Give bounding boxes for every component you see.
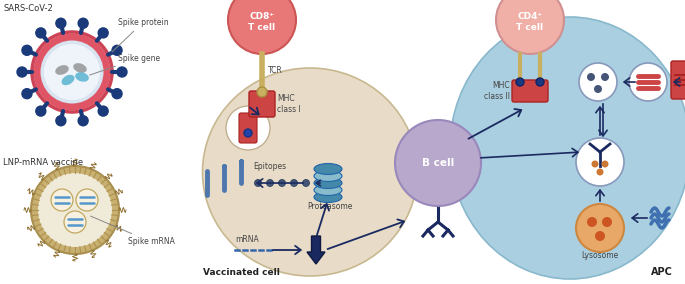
Circle shape (117, 67, 127, 77)
Circle shape (303, 179, 310, 187)
Circle shape (36, 28, 46, 38)
Circle shape (98, 28, 108, 38)
Text: T cell: T cell (249, 22, 275, 32)
Text: Spike gene: Spike gene (90, 53, 160, 75)
FancyBboxPatch shape (512, 80, 548, 102)
FancyBboxPatch shape (239, 113, 257, 143)
Ellipse shape (314, 170, 342, 181)
Circle shape (536, 78, 544, 86)
Circle shape (595, 231, 605, 241)
FancyArrow shape (307, 236, 325, 264)
Ellipse shape (314, 185, 342, 195)
Circle shape (587, 73, 595, 81)
Ellipse shape (73, 63, 87, 73)
Ellipse shape (55, 65, 68, 75)
Circle shape (36, 106, 46, 116)
Ellipse shape (314, 191, 342, 202)
Text: SARS-CoV-2: SARS-CoV-2 (3, 4, 53, 13)
Ellipse shape (75, 72, 89, 82)
Circle shape (576, 138, 624, 186)
Circle shape (244, 129, 252, 137)
Text: CD4⁺: CD4⁺ (517, 11, 543, 20)
Circle shape (576, 204, 624, 252)
Circle shape (257, 87, 267, 97)
Text: MHC
class II: MHC class II (484, 81, 510, 101)
Circle shape (228, 0, 296, 54)
Ellipse shape (62, 75, 75, 85)
Text: Spike mRNA: Spike mRNA (90, 216, 175, 247)
Text: TCR: TCR (268, 66, 283, 74)
Text: MHC
class I: MHC class I (277, 94, 301, 114)
Circle shape (601, 73, 609, 81)
FancyBboxPatch shape (249, 91, 275, 117)
Text: Proteasome: Proteasome (308, 202, 353, 211)
FancyBboxPatch shape (671, 61, 685, 99)
Circle shape (56, 116, 66, 126)
Circle shape (601, 160, 608, 168)
Circle shape (112, 89, 122, 99)
Circle shape (255, 179, 262, 187)
Circle shape (22, 89, 32, 99)
Circle shape (44, 44, 100, 100)
Circle shape (597, 168, 603, 176)
Text: Spike protein: Spike protein (112, 18, 169, 52)
Circle shape (64, 211, 86, 233)
Circle shape (98, 106, 108, 116)
Text: T cell: T cell (516, 22, 544, 32)
Circle shape (226, 106, 270, 150)
Circle shape (17, 67, 27, 77)
Circle shape (112, 45, 122, 55)
Circle shape (78, 116, 88, 126)
Circle shape (629, 63, 667, 101)
Circle shape (38, 173, 112, 247)
Text: B cell: B cell (422, 158, 454, 168)
Circle shape (395, 120, 481, 206)
Text: Lysosome: Lysosome (582, 252, 619, 260)
Circle shape (579, 63, 617, 101)
Circle shape (51, 189, 73, 211)
Circle shape (594, 85, 602, 93)
Text: CD8⁺: CD8⁺ (249, 11, 275, 20)
Circle shape (290, 179, 297, 187)
Circle shape (602, 217, 612, 227)
Text: Vaccinated cell: Vaccinated cell (203, 268, 280, 277)
Text: LNP-mRNA vaccine: LNP-mRNA vaccine (3, 158, 83, 167)
Circle shape (266, 179, 273, 187)
Circle shape (32, 32, 112, 112)
Circle shape (279, 179, 286, 187)
Text: mRNA: mRNA (235, 235, 259, 244)
Ellipse shape (314, 164, 342, 174)
Circle shape (587, 217, 597, 227)
Text: Epitopes: Epitopes (253, 162, 286, 171)
Circle shape (78, 18, 88, 28)
Ellipse shape (314, 178, 342, 189)
Circle shape (76, 189, 98, 211)
Circle shape (592, 160, 599, 168)
Ellipse shape (450, 17, 685, 279)
Text: APC: APC (651, 267, 673, 277)
Circle shape (56, 18, 66, 28)
Ellipse shape (203, 68, 417, 276)
Circle shape (31, 166, 119, 254)
Circle shape (516, 78, 524, 86)
Circle shape (22, 45, 32, 55)
Circle shape (496, 0, 564, 54)
